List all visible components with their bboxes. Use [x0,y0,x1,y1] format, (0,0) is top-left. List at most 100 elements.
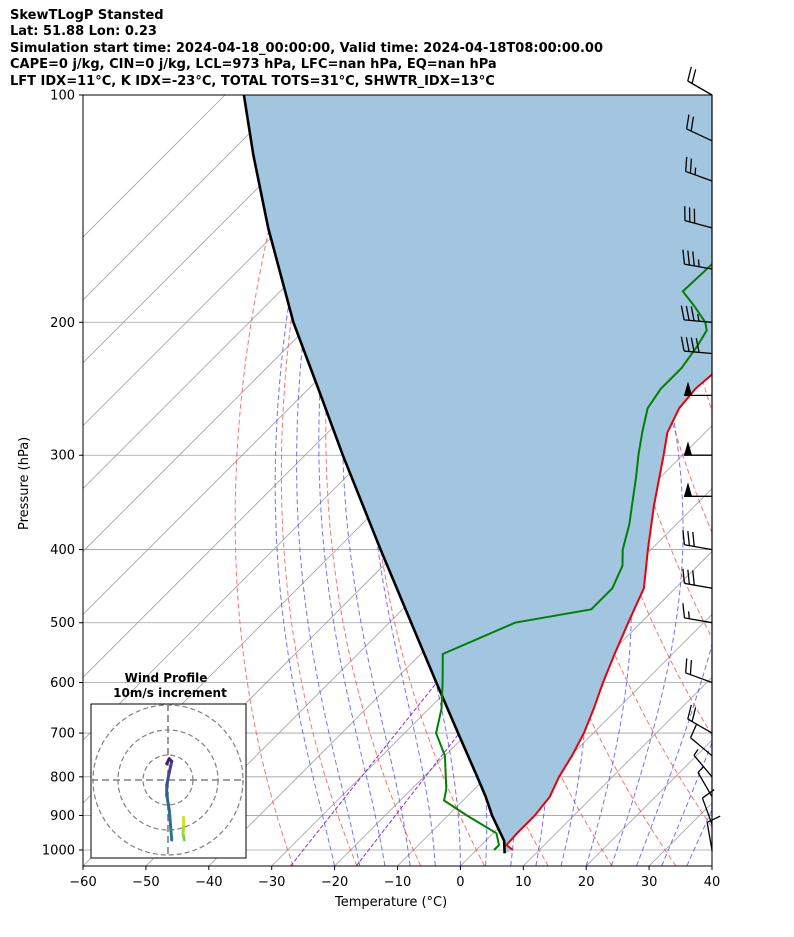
barb-staff [684,582,713,589]
barb-flag [682,603,686,618]
dry-adiabat [368,95,485,866]
x-tick-label: −60 [69,875,96,890]
barb-flag [684,206,686,221]
x-tick-label: 10 [515,875,532,890]
x-tick-label: −10 [384,875,411,890]
y-tick-label: 700 [50,727,75,742]
barb-staff [685,672,713,684]
wind-barb [684,441,712,456]
x-tick-label: 0 [456,875,464,890]
parcel-profile-line [242,95,506,854]
x-tick-label: 40 [704,875,721,890]
dewpoint-line [435,262,712,851]
hodograph-title: Wind Profile [125,671,208,685]
moist-adiabat [711,864,712,866]
barb-flag [688,207,691,222]
mixing-ratio-line [290,682,438,866]
wind-barb [687,66,713,96]
wind-barb [685,114,713,142]
barb-flag [690,337,695,353]
x-tick-label: −30 [258,875,285,890]
hodograph-subtitle: 10m/s increment [113,686,227,700]
wind-barb [693,748,713,778]
barb-flag [685,658,688,673]
y-tick-label: 1000 [42,844,75,859]
cape-area [243,95,712,854]
isotherm--140 [83,95,352,364]
wind-barb [684,482,712,497]
barb-flag [687,66,692,82]
barb-half-flag [693,748,699,756]
hodograph-trace [167,808,172,827]
hodograph-trace [167,759,174,774]
barb-flag [682,568,686,584]
isotherm--150 [83,95,289,301]
wind-barb [685,156,713,182]
barb-flag [689,660,693,675]
moist-adiabat [737,95,794,866]
barb-flag [680,336,685,352]
wind-barb [680,336,713,355]
wind-barb [684,381,712,397]
barb-flag [695,337,700,353]
dry-adiabat [280,95,358,866]
profile-lines [242,95,712,854]
isotherm-10 [523,676,712,866]
dry-adiabat [234,95,306,866]
barb-flag [687,704,692,720]
barb-staff [693,754,713,778]
x-tick-label: −50 [132,875,159,890]
barb-flag [689,724,698,738]
barb-half-flag [697,313,700,322]
barb-half-flag [697,766,704,773]
isotherm-0 [460,613,712,866]
barb-flag [692,251,695,266]
barb-pennant [684,482,692,497]
wind-barb [682,603,713,624]
chart-title: SkewTLogP Stansted [10,8,164,23]
isotherm--160 [83,95,226,238]
barb-flag [685,114,690,130]
barb-staff [687,718,713,734]
x-tick-label: −20 [321,875,348,890]
indices-line-1: CAPE=0 j/kg, CIN=0 j/kg, LCL=973 hPa, LF… [10,57,497,73]
moist-adiabat [686,808,712,866]
moist-adiabat [610,95,684,866]
y-tick-label: 600 [50,676,75,691]
x-tick-label: −40 [195,875,222,890]
barb-flag [706,815,721,824]
barb-flag [682,249,686,265]
moist-adiabat [636,95,712,866]
hodograph-trace [165,771,171,787]
barb-staff [701,797,713,825]
barb-flag [691,707,697,722]
wind-barb [682,249,713,270]
wind-barb [682,530,713,551]
cape-shading [243,95,712,854]
wind-barb [685,658,713,684]
y-tick-label: 800 [50,770,75,785]
barb-flag [687,569,690,585]
wind-barb [680,305,713,323]
barb-flag [680,305,685,320]
barb-flag [691,69,697,84]
y-tick-label: 500 [50,616,75,631]
y-tick-label: 100 [50,89,75,104]
indices-line-2: LFT IDX=11°C, K IDX=-23°C, TOTAL TOTS=31… [10,73,495,89]
barb-flag [692,531,695,547]
barb-pennant [684,381,692,396]
wind-barb [687,704,713,734]
location-line: Lat: 51.88 Lon: 0.23 [10,24,157,40]
barb-flag [685,305,690,321]
x-tick-label: 30 [641,875,658,890]
isotherm-40 [711,865,712,866]
y-tick-label: 300 [50,449,75,464]
barb-flag [687,250,690,266]
wind-barb [697,766,713,798]
wind-barb [684,206,713,229]
barb-pennant [684,441,692,456]
barb-staff [684,544,713,551]
moist-adiabat [661,741,712,866]
